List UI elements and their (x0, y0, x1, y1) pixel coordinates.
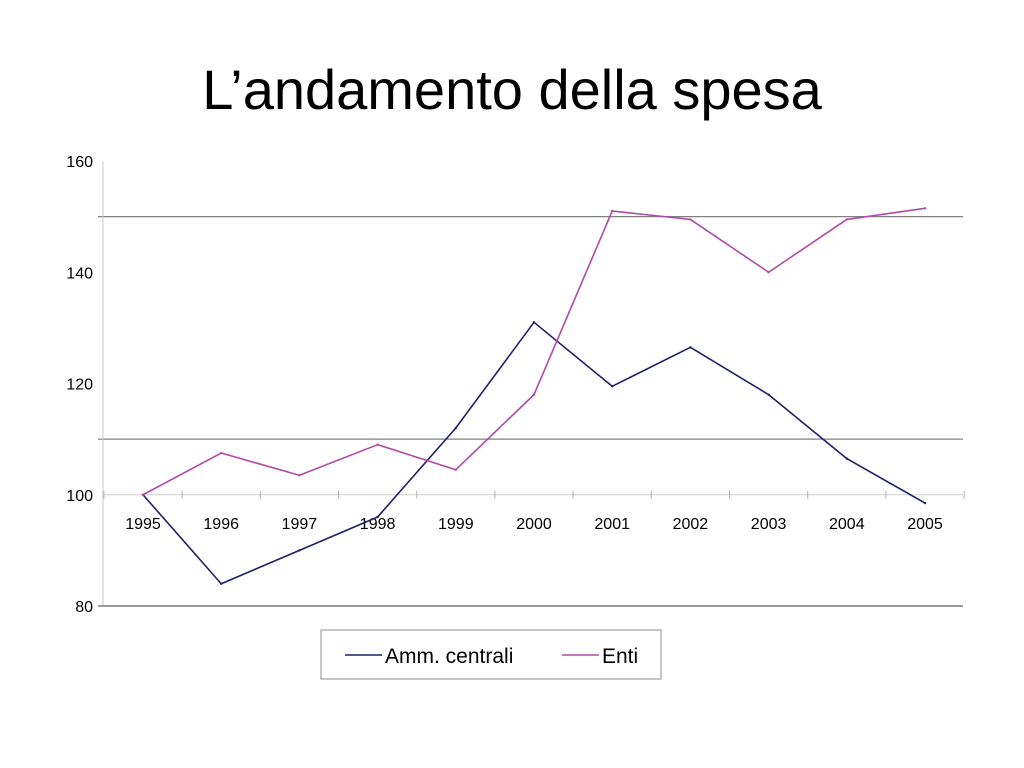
data-point-1-1 (220, 451, 223, 455)
x-tick-label-2000: 2000 (516, 516, 552, 533)
data-point-1-4 (454, 468, 457, 471)
y-tick-label-3: 140 (66, 265, 93, 282)
x-tick-label-2004: 2004 (829, 516, 865, 533)
x-tick-label-1999: 1999 (438, 516, 474, 533)
data-point-0-2 (298, 549, 301, 552)
data-point-0-6 (611, 385, 614, 388)
x-tick-label-1998: 1998 (360, 516, 396, 533)
legend-label-0: Amm. centrali (385, 645, 513, 668)
y-tick-label-4: 160 (66, 154, 93, 171)
y-tick-label-0: 80 (75, 599, 93, 616)
data-point-1-6 (611, 209, 614, 213)
x-tick-label-2005: 2005 (907, 516, 943, 533)
y-tick-label-1: 100 (66, 488, 93, 505)
data-point-1-7 (689, 218, 692, 221)
series-lines (141, 207, 927, 585)
data-point-1-0 (141, 493, 145, 496)
x-tick-label-1996: 1996 (203, 516, 239, 533)
data-point-0-7 (689, 346, 692, 349)
x-tick-label-2003: 2003 (751, 516, 787, 533)
y-tick-label-2: 120 (66, 377, 93, 394)
data-point-0-3 (376, 515, 379, 519)
axes: 80 100 120 140 160 1995 1996 1997 1998 1999 2000 20… (66, 154, 965, 616)
data-point-0-9 (845, 457, 848, 460)
x-tick-label-1995: 1995 (125, 516, 161, 533)
x-tick-label-2001: 2001 (594, 516, 630, 533)
data-point-0-8 (767, 393, 770, 396)
legend-label-1: Enti (602, 645, 638, 668)
data-point-1-3 (376, 443, 379, 446)
x-tick-label-2002: 2002 (673, 516, 709, 533)
data-point-1-8 (767, 271, 770, 274)
data-point-0-10 (923, 501, 927, 505)
data-point-1-2 (298, 474, 301, 477)
x-tick-label-1997: 1997 (282, 516, 318, 533)
series-line-0 (142, 321, 926, 585)
legend: Amm. centrali Enti (320, 629, 662, 680)
data-point-0-5 (532, 321, 536, 324)
data-point-1-10 (923, 207, 927, 210)
slide-title: L’andamento della spesa (202, 58, 822, 121)
data-point-1-9 (845, 218, 848, 221)
data-point-0-1 (220, 582, 223, 585)
gridlines (98, 216, 963, 440)
data-point-1-5 (532, 393, 536, 396)
series-line-1 (142, 207, 926, 496)
data-point-0-4 (454, 426, 457, 430)
